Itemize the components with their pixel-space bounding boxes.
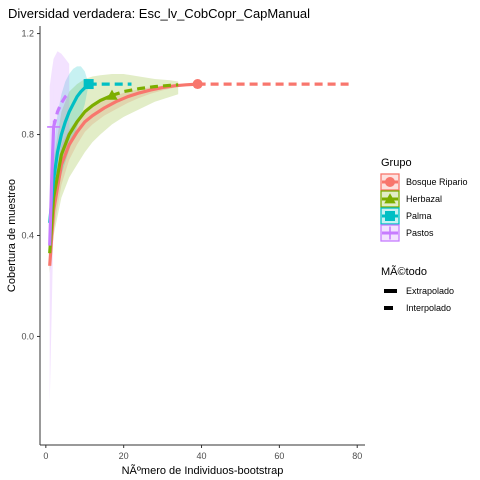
observed-points <box>47 79 203 134</box>
legend-title-metodo: MÃ©todo <box>381 265 427 278</box>
point-herbazal-observed <box>106 89 118 100</box>
y-tick-label: 0.8 <box>21 130 34 140</box>
legend: Grupo Bosque Ripario Herbazal Palma Pastos MÃ… <box>380 157 468 313</box>
x-tick-label: 0 <box>43 451 48 461</box>
y-axis-title: Cobertura de muestreo <box>6 179 18 292</box>
chart-title: Diversidad verdadera: Esc_lv_CobCopr_Cap… <box>8 6 310 21</box>
series-lines <box>48 82 350 266</box>
legend-label-extrapolado: Extrapolado <box>406 286 454 296</box>
line-herbazal-interpolated <box>48 93 113 254</box>
legend-label-herbazal: Herbazal <box>406 194 442 204</box>
y-tick-label: 0.4 <box>21 231 34 241</box>
x-tick-label: 40 <box>197 451 207 461</box>
axes: 0 20 40 60 80 0.0 0.4 0.8 1.2 <box>21 26 365 461</box>
point-pastos-observed <box>47 120 61 134</box>
y-axis-ticks: 0.0 0.4 0.8 1.2 <box>21 29 40 341</box>
point-bosque-ripario-observed <box>192 79 203 90</box>
legend-symbol-bosque-ripario <box>385 177 395 187</box>
legend-label-interpolado: Interpolado <box>406 303 451 313</box>
y-tick-label: 1.2 <box>21 29 34 39</box>
legend-label-palma: Palma <box>406 211 432 221</box>
y-tick-label: 0.0 <box>21 331 34 341</box>
legend-label-pastos: Pastos <box>406 228 434 238</box>
legend-symbol-pastos <box>383 226 397 240</box>
point-palma-observed <box>83 79 94 90</box>
x-axis-title: NÃºmero de Individuos-bootstrap <box>122 464 284 477</box>
x-tick-label: 80 <box>352 451 362 461</box>
line-palma-interpolated <box>48 82 90 224</box>
x-tick-label: 20 <box>119 451 129 461</box>
legend-symbol-palma <box>385 211 395 221</box>
legend-title-grupo: Grupo <box>381 157 412 169</box>
legend-label-bosque-ripario: Bosque Ripario <box>406 177 468 187</box>
line-pastos-interpolated <box>48 126 56 246</box>
legend-symbol-herbazal <box>384 193 396 204</box>
x-tick-label: 60 <box>274 451 284 461</box>
x-axis-ticks: 0 20 40 60 80 <box>43 445 362 461</box>
